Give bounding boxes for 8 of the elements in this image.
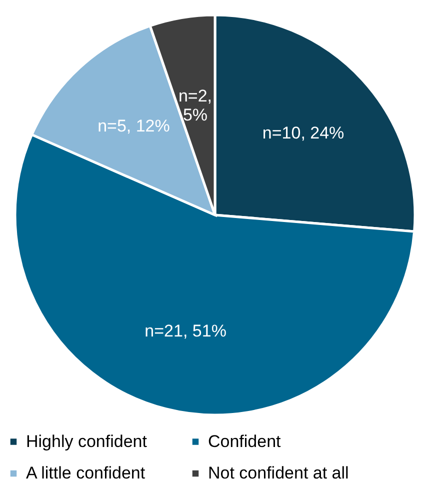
legend-label: A little confident — [26, 464, 146, 482]
data-label: n=2, 5% — [178, 86, 212, 125]
data-label: n=5, 12% — [98, 116, 170, 136]
data-label: n=10, 24% — [262, 124, 344, 143]
legend-label: Highly confident — [26, 432, 148, 451]
data-label: n=21, 51% — [144, 321, 226, 340]
legend-label: Not confident at all — [208, 464, 349, 482]
legend-label: Confident — [208, 432, 282, 451]
